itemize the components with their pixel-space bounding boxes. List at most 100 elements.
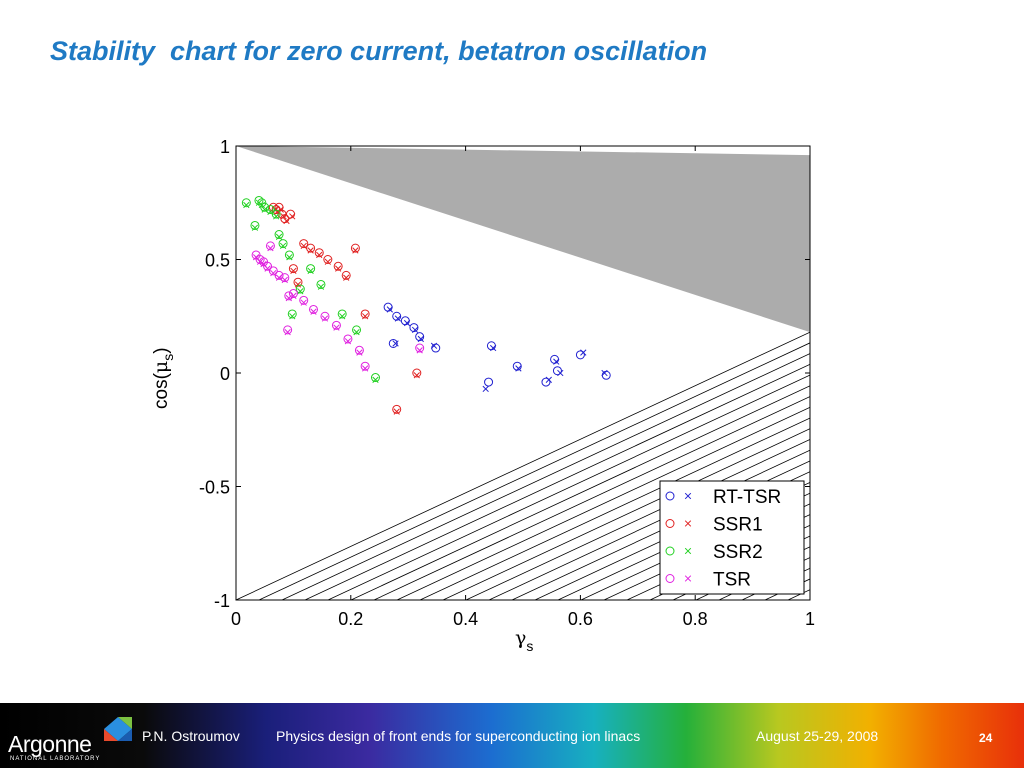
- data-point-cross: [413, 372, 420, 379]
- cross-stroke: [307, 247, 314, 254]
- data-point-circle: [575, 350, 585, 360]
- cross-stroke: [339, 313, 346, 320]
- data-point-cross: [256, 258, 264, 265]
- logo-word: Argonne: [8, 731, 92, 757]
- cross-stroke: [343, 274, 350, 281]
- y-tick-label: 0: [220, 364, 230, 384]
- data-point-circle: [274, 230, 284, 240]
- cross-stroke: [285, 294, 292, 302]
- cross-stroke: [275, 274, 283, 281]
- x-tick-label: 0.4: [453, 609, 478, 629]
- data-point-cross: [267, 208, 274, 215]
- data-point-circle: [337, 309, 347, 319]
- data-point-circle: [265, 241, 275, 251]
- footer-author: P.N. Ostroumov: [142, 728, 240, 744]
- data-point-circle: [665, 491, 675, 501]
- cross-stroke: [321, 315, 329, 322]
- data-point-circle: [415, 343, 425, 353]
- footer-date: August 25-29, 2008: [756, 728, 879, 744]
- hatch-line: [834, 332, 1024, 600]
- cross-stroke: [294, 281, 302, 288]
- x-tick-label: 0.2: [338, 609, 363, 629]
- data-point-cross: [352, 247, 359, 254]
- legend-entry: SSR1: [665, 515, 763, 536]
- data-point-cross: [258, 201, 265, 209]
- data-point-circle: [388, 338, 398, 348]
- cross-stroke: [300, 299, 307, 306]
- cross-stroke: [416, 347, 423, 354]
- x-tick-label: 0: [231, 609, 241, 629]
- data-point-circle: [343, 334, 353, 344]
- footer-bar: Argonne NATIONAL LABORATORY P.N. Ostroum…: [0, 703, 1024, 768]
- data-point-circle: [333, 261, 343, 271]
- hatch-line: [373, 332, 810, 600]
- hatch-line: [995, 332, 1024, 600]
- data-point-cross: [417, 335, 424, 343]
- data-point-circle: [360, 361, 370, 371]
- data-point-cross: [290, 267, 297, 275]
- data-point-cross: [267, 244, 274, 252]
- data-point-circle: [288, 289, 298, 299]
- cross-stroke: [392, 340, 399, 347]
- cross-stroke: [372, 376, 379, 383]
- data-point-circle: [278, 239, 288, 249]
- data-point-cross: [281, 276, 288, 284]
- cross-stroke: [515, 365, 522, 372]
- data-point-cross: [684, 575, 692, 582]
- data-point-circle: [331, 320, 341, 330]
- data-point-cross: [283, 217, 290, 225]
- data-point-cross: [372, 376, 379, 383]
- hatch-line: [903, 332, 1024, 600]
- hatch-line: [465, 332, 810, 600]
- data-point-cross: [482, 385, 489, 393]
- data-point-circle: [283, 325, 293, 335]
- data-point-cross: [273, 213, 280, 220]
- data-point-circle: [354, 345, 364, 355]
- cross-stroke: [335, 265, 342, 272]
- cross-stroke: [601, 369, 608, 377]
- hatch-lines: [258, 332, 1024, 600]
- data-point-cross: [261, 206, 268, 213]
- hatch-line: [880, 332, 1024, 600]
- hatch-line: [442, 332, 810, 600]
- data-point-cross: [344, 338, 352, 345]
- data-point-cross: [515, 365, 522, 372]
- cross-stroke: [280, 213, 287, 220]
- data-point-circle: [341, 270, 351, 280]
- data-point-cross: [270, 269, 277, 277]
- cross-stroke: [251, 224, 259, 231]
- data-point-circle: [241, 198, 251, 208]
- cross-stroke: [344, 338, 352, 345]
- cross-stroke: [264, 265, 271, 272]
- cross-stroke: [489, 344, 497, 352]
- cross-stroke: [281, 276, 288, 284]
- cross-stroke: [430, 342, 438, 349]
- data-point-circle: [484, 377, 494, 387]
- hatch-line: [811, 332, 1024, 600]
- data-point-cross: [411, 326, 419, 334]
- cross-stroke: [316, 251, 323, 259]
- data-point-cross: [339, 313, 346, 320]
- cross-stroke: [252, 254, 260, 261]
- data-point-circle: [320, 311, 330, 321]
- cross-stroke: [289, 313, 296, 320]
- data-point-circle: [665, 519, 675, 528]
- data-point-circle: [260, 202, 270, 212]
- data-point-circle: [293, 277, 303, 287]
- data-point-cross: [557, 369, 564, 377]
- x-tick-label: 0.8: [683, 609, 708, 629]
- data-point-cross: [416, 347, 423, 354]
- cross-stroke: [310, 308, 317, 315]
- hatch-line: [857, 332, 1024, 600]
- cross-stroke: [684, 547, 692, 555]
- data-point-circle: [316, 279, 326, 289]
- data-point-circle: [265, 205, 275, 215]
- cross-stroke: [333, 324, 340, 331]
- cross-stroke: [284, 328, 291, 336]
- cross-stroke: [273, 213, 280, 220]
- data-point-cross: [684, 520, 692, 527]
- hatch-line: [534, 332, 810, 600]
- cross-stroke: [243, 201, 250, 209]
- legend-label: RT-TSR: [713, 487, 781, 508]
- data-point-cross: [545, 376, 552, 383]
